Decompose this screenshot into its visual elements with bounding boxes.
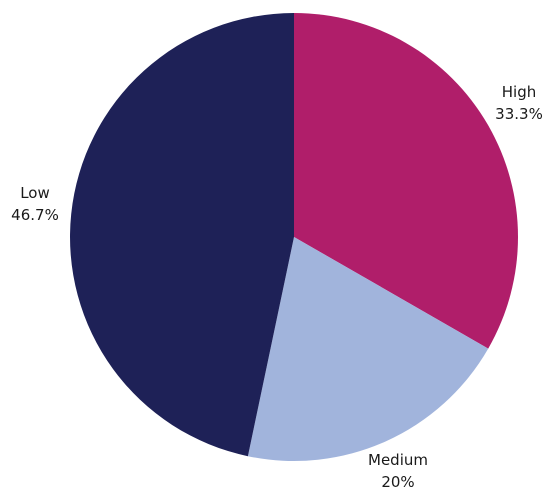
pie-slice-medium: [247, 237, 489, 461]
slice-label-high: High: [502, 83, 536, 101]
slice-percent-low: 46.7%: [11, 206, 59, 224]
slice-percent-medium: 20%: [381, 473, 414, 491]
pie-slice-high: [294, 13, 518, 349]
slice-label-low: Low: [20, 184, 50, 202]
pie-slice-low: [70, 13, 294, 457]
slice-label-medium: Medium: [368, 451, 428, 469]
slice-percent-high: 33.3%: [495, 105, 543, 123]
